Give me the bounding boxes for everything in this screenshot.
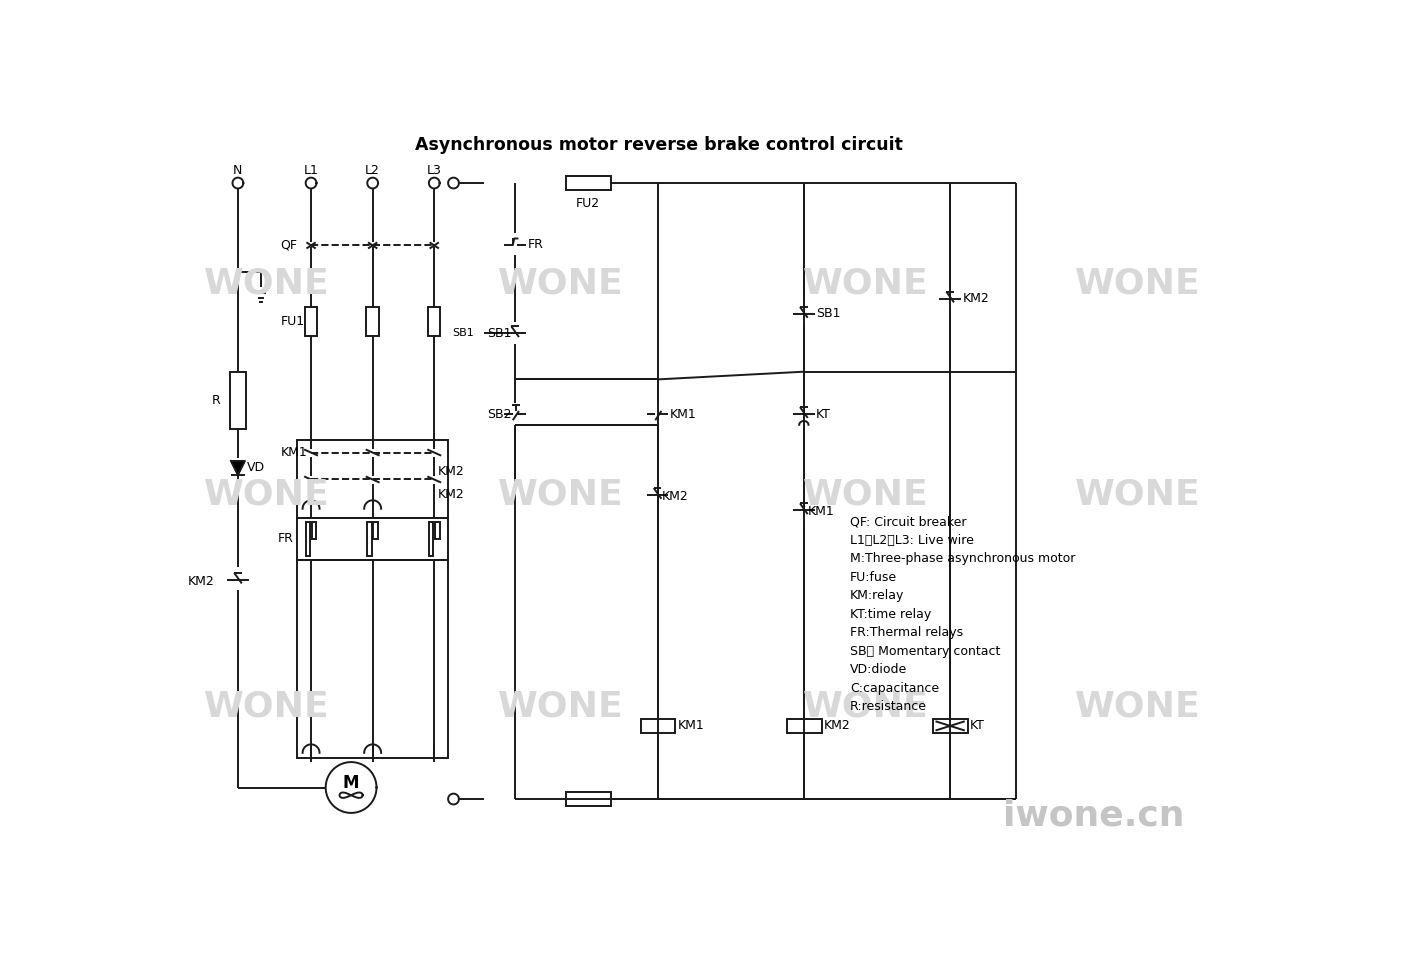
Bar (305, 521, 311, 557)
Text: M: M (343, 774, 359, 792)
Text: FR: FR (527, 238, 544, 251)
Text: KM2: KM2 (188, 574, 215, 588)
Text: KM1: KM1 (670, 408, 697, 420)
Bar (435, 521, 439, 539)
Text: KT: KT (971, 719, 985, 732)
Text: iwone.cn: iwone.cn (1003, 799, 1186, 833)
Text: FU2: FU2 (577, 197, 601, 210)
Bar (567, 176, 610, 190)
Bar (297, 561, 448, 759)
Bar (430, 521, 434, 557)
Bar (312, 521, 317, 539)
Text: WONE: WONE (803, 689, 928, 723)
Text: WONE: WONE (1075, 689, 1201, 723)
Bar (297, 518, 448, 561)
Text: WONE: WONE (499, 689, 623, 723)
Text: FR:Thermal relays: FR:Thermal relays (851, 626, 964, 639)
Text: L3: L3 (427, 165, 442, 177)
Text: L1: L1 (304, 165, 318, 177)
Text: R: R (212, 394, 220, 407)
Text: KM1: KM1 (678, 719, 704, 732)
Text: WONE: WONE (803, 478, 928, 512)
Text: N: N (233, 165, 243, 177)
Bar (567, 792, 610, 806)
Text: FU1: FU1 (280, 316, 304, 328)
Text: KM2: KM2 (962, 292, 989, 305)
Text: KM2: KM2 (661, 490, 688, 503)
Bar (787, 719, 821, 733)
Text: KT:time relay: KT:time relay (851, 608, 931, 620)
Text: SB2: SB2 (486, 408, 512, 420)
Bar (297, 440, 448, 518)
Text: WONE: WONE (205, 478, 331, 512)
Text: QF: QF (280, 238, 297, 251)
Text: M:Three-phase asynchronous motor: M:Three-phase asynchronous motor (851, 553, 1075, 565)
Text: WONE: WONE (205, 689, 331, 723)
Bar (366, 307, 379, 336)
Text: KM2: KM2 (824, 719, 851, 732)
Text: QF: Circuit breaker: QF: Circuit breaker (851, 515, 966, 528)
Text: KM2: KM2 (438, 466, 465, 478)
Text: SB1: SB1 (486, 326, 512, 340)
Text: VD:diode: VD:diode (851, 663, 907, 676)
Bar (428, 307, 441, 336)
Polygon shape (230, 461, 244, 475)
Text: KM1: KM1 (808, 506, 835, 518)
Text: FU:fuse: FU:fuse (851, 570, 897, 584)
Text: WONE: WONE (1075, 267, 1201, 301)
Text: L2: L2 (365, 165, 380, 177)
Bar (230, 371, 246, 429)
Text: KT: KT (817, 408, 831, 420)
Text: SB： Momentary contact: SB： Momentary contact (851, 645, 1000, 658)
Text: SB1: SB1 (817, 308, 841, 320)
Text: SB1: SB1 (452, 328, 473, 338)
Text: KM1: KM1 (280, 446, 307, 459)
Bar (373, 521, 379, 539)
Text: WONE: WONE (499, 267, 623, 301)
Text: WONE: WONE (803, 267, 928, 301)
Text: FR: FR (277, 532, 294, 545)
Text: KM:relay: KM:relay (851, 589, 904, 603)
Text: KM2: KM2 (438, 488, 465, 502)
Bar (305, 307, 317, 336)
Text: VD: VD (247, 462, 266, 474)
Bar (640, 719, 675, 733)
Text: C:capacitance: C:capacitance (851, 682, 940, 695)
Text: Asynchronous motor reverse brake control circuit: Asynchronous motor reverse brake control… (415, 136, 903, 154)
Text: WONE: WONE (1075, 478, 1201, 512)
Text: R:resistance: R:resistance (851, 700, 927, 713)
Text: L1、L2、L3: Live wire: L1、L2、L3: Live wire (851, 534, 974, 547)
Bar (367, 521, 372, 557)
Bar (933, 719, 968, 733)
Text: WONE: WONE (499, 478, 623, 512)
Text: WONE: WONE (205, 267, 331, 301)
